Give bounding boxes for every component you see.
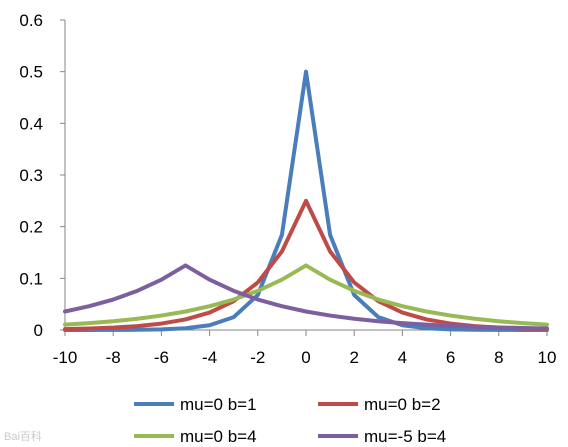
y-tick-label: 0.3	[19, 166, 43, 185]
x-tick-label: -4	[202, 348, 217, 367]
legend-label-1: mu=0 b=1	[180, 395, 257, 414]
x-tick-label: 8	[494, 348, 503, 367]
x-tick-label: -2	[250, 348, 265, 367]
series-lines	[63, 69, 549, 332]
y-tick-label: 0.4	[19, 114, 43, 133]
legend-label-3: mu=0 b=4	[180, 427, 257, 446]
y-tick-label: 0.1	[19, 269, 43, 288]
y-tick-label: 0.6	[19, 11, 43, 30]
legend-label-2: mu=0 b=2	[364, 395, 441, 414]
x-tick-label: -8	[106, 348, 121, 367]
series-line-1	[63, 69, 549, 332]
series-line-4	[63, 263, 549, 331]
legend: mu=0 b=1 mu=0 b=2 mu=0 b=4 mu=-5 b=4	[134, 395, 446, 446]
x-tick-label: -6	[154, 348, 169, 367]
x-tick-label: 0	[301, 348, 310, 367]
axes	[60, 19, 548, 336]
legend-label-4: mu=-5 b=4	[364, 427, 446, 446]
x-tick-label: 6	[446, 348, 455, 367]
y-tick-labels: 0 0.1 0.2 0.3 0.4 0.5 0.6	[19, 11, 43, 340]
y-tick-label: 0.5	[19, 63, 43, 82]
x-tick-label: 2	[349, 348, 358, 367]
watermark-text: Bai百科	[4, 429, 42, 443]
x-tick-label: 10	[538, 348, 557, 367]
y-tick-label: 0	[34, 321, 43, 340]
y-tick-label: 0.2	[19, 218, 43, 237]
x-tick-label: 4	[398, 348, 407, 367]
x-tick-labels: -10 -8 -6 -4 -2 0 2 4 6 8 10	[53, 348, 557, 367]
series-line-3	[63, 263, 549, 327]
x-tick-label: -10	[53, 348, 78, 367]
